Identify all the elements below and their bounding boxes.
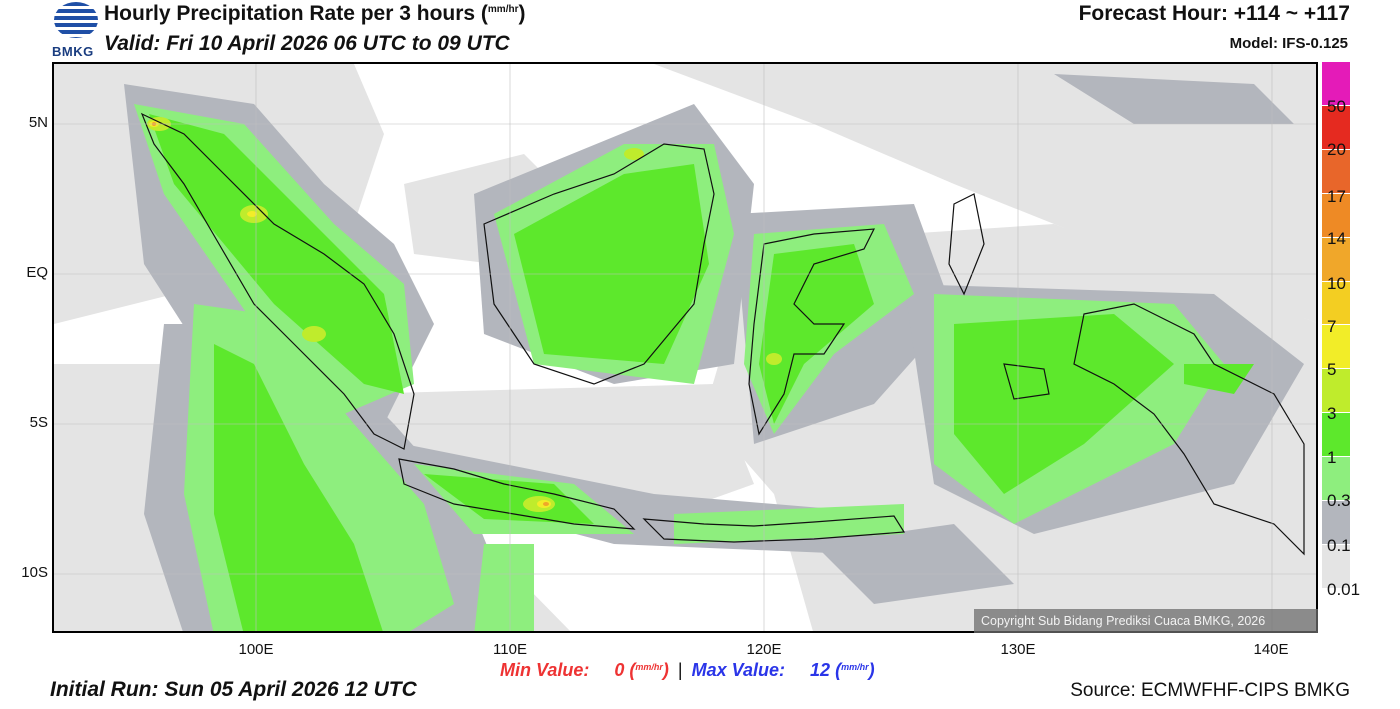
legend-color-bar	[1322, 62, 1350, 589]
bmkg-logo-text: BMKG	[52, 44, 94, 59]
legend-swatch	[1322, 237, 1350, 282]
seram-coast	[1003, 363, 1050, 400]
legend-label-5: 5	[1327, 360, 1337, 379]
legend-swatch	[1322, 413, 1350, 458]
lon-label-110e: 110E	[493, 641, 527, 658]
legend-swatch	[1322, 544, 1350, 589]
legend-label-1: 1	[1327, 448, 1337, 467]
lat-label-10s: 10S	[21, 564, 48, 581]
legend-label-7: 7	[1327, 317, 1337, 336]
map-title-text: Hourly Precipitation Rate per 3 hours (	[104, 2, 488, 25]
map-title: Hourly Precipitation Rate per 3 hours (m…	[104, 2, 525, 26]
valid-time: Valid: Fri 10 April 2026 06 UTC to 09 UT…	[104, 32, 510, 55]
sulawesi-coast	[748, 228, 876, 436]
model-name: Model: IFS-0.125	[1229, 35, 1348, 52]
map-title-unit: mm/hr	[487, 4, 519, 15]
data-source: Source: ECMWFHF-CIPS BMKG	[1070, 680, 1350, 701]
max-value-unit-wrap: (mm/hr)	[835, 660, 875, 680]
legend-label-17: 17	[1327, 187, 1346, 206]
min-max-values: Min Value: 0 (mm/hr) | Max Value: 12 (mm…	[500, 660, 875, 681]
lat-label-eq: EQ	[26, 264, 48, 281]
legend-swatch	[1322, 193, 1350, 238]
lon-label-130e: 130E	[1000, 641, 1036, 658]
min-value-unit: mm/hr	[635, 662, 663, 672]
legend-swatch	[1322, 501, 1350, 545]
halmahera-coast	[948, 193, 985, 296]
min-value-label: Min Value:	[500, 660, 590, 680]
precip-legend	[1322, 62, 1350, 589]
lat-label-5n: 5N	[28, 114, 48, 131]
max-value-label: Max Value:	[691, 660, 785, 680]
lon-label-140e: 140E	[1253, 641, 1289, 658]
legend-label-3: 3	[1327, 404, 1337, 423]
graticule	[54, 64, 1316, 631]
legend-swatch	[1322, 325, 1350, 370]
legend-label-0-1: 0.1	[1327, 536, 1351, 555]
min-value: 0	[614, 660, 625, 680]
forecast-hour: Forecast Hour: +114 ~ +117	[1078, 2, 1350, 25]
sumatra-coast	[140, 112, 415, 450]
legend-label-10: 10	[1327, 274, 1346, 293]
legend-swatch	[1322, 281, 1350, 326]
legend-label-0-3: 0.3	[1327, 491, 1351, 510]
legend-swatch	[1322, 457, 1350, 502]
max-value-unit: mm/hr	[841, 662, 869, 672]
initial-run: Initial Run: Sun 05 April 2026 12 UTC	[50, 678, 417, 701]
bmkg-logo-emblem	[54, 2, 98, 38]
lon-label-100e: 100E	[238, 641, 274, 658]
map-canvas	[54, 64, 1316, 631]
min-value-unit-wrap: (mm/hr)	[629, 660, 669, 680]
legend-label-20: 20	[1327, 140, 1346, 159]
kalimantan-coast	[483, 143, 715, 385]
max-value: 12	[810, 660, 831, 680]
lat-label-5s: 5S	[29, 414, 48, 431]
legend-label-14: 14	[1327, 229, 1346, 248]
coastlines	[140, 112, 1305, 556]
papua-coast	[1073, 303, 1305, 556]
legend-swatch	[1322, 62, 1350, 106]
precipitation-map	[52, 62, 1318, 633]
legend-label-50: 50	[1327, 97, 1346, 116]
legend-swatch	[1322, 149, 1350, 194]
legend-swatch	[1322, 105, 1350, 150]
legend-swatch	[1322, 369, 1350, 414]
min-max-separator: |	[677, 660, 683, 680]
java-coast	[398, 458, 636, 530]
map-title-close: )	[518, 2, 526, 25]
nusa-tenggara-coast	[642, 515, 906, 543]
bmkg-logo: BMKG	[50, 2, 102, 60]
legend-label-0-01: 0.01	[1327, 580, 1361, 599]
copyright-notice: Copyright Sub Bidang Prediksi Cuaca BMKG…	[974, 609, 1318, 633]
lon-label-120e: 120E	[746, 641, 782, 658]
